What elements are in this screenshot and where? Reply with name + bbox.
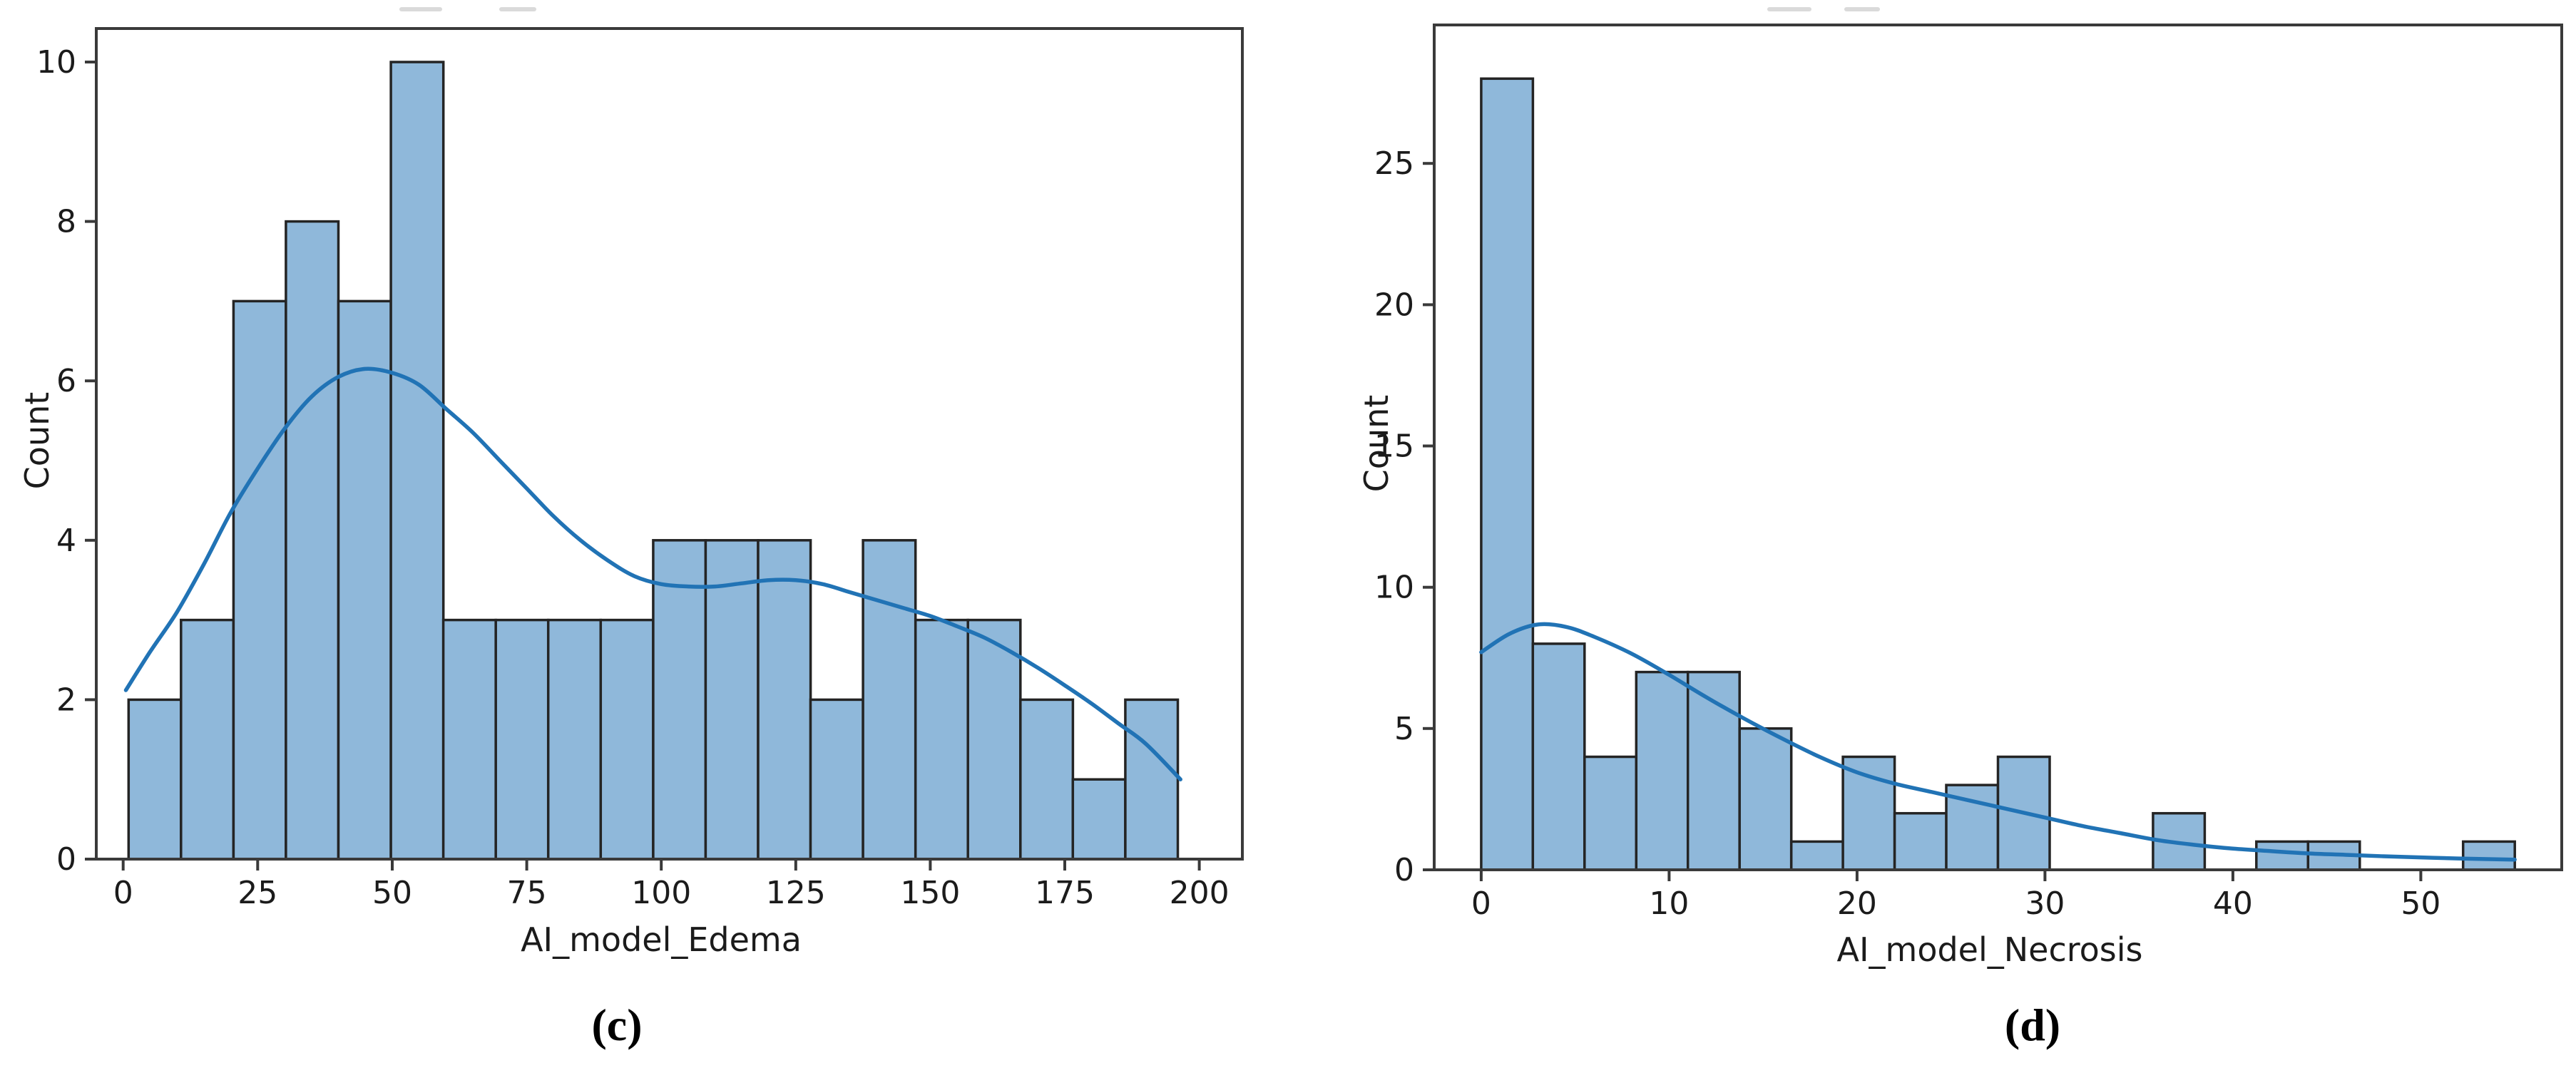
- histogram-bar: [285, 220, 340, 861]
- y-tick-label: 10: [36, 44, 76, 81]
- histogram-bar: [704, 539, 760, 861]
- x-tick-label: 50: [2401, 885, 2440, 922]
- histogram-bar: [914, 618, 970, 861]
- histogram-bar: [966, 618, 1022, 861]
- chart-panel: 0 10 20 30 40 50 0 5 10 15 20 25: [1374, 24, 2563, 922]
- histogram-bar: [599, 618, 655, 861]
- subfigure-caption-d: (d): [2004, 1000, 2061, 1050]
- histogram-bar: [389, 61, 445, 861]
- histogram-bar: [1789, 840, 1844, 871]
- y-tick-label: 10: [1374, 570, 1414, 606]
- histogram-bar: [546, 618, 603, 861]
- histogram-bar: [1841, 755, 1896, 871]
- x-axis-label-necrosis: AI_model_Necrosis: [1836, 930, 2143, 969]
- x-tick-label: 100: [631, 875, 691, 911]
- x-tick-label: 200: [1170, 875, 1230, 911]
- histogram-bar: [652, 539, 707, 861]
- histogram-bar: [1738, 727, 1793, 871]
- y-tick-label: 0: [1394, 852, 1414, 888]
- x-tick-label: 30: [2025, 885, 2065, 922]
- histogram-bar: [494, 618, 550, 861]
- y-tick-label: 2: [56, 682, 76, 718]
- subfigure-caption-c: (c): [591, 1000, 643, 1050]
- histogram-bar: [441, 618, 497, 861]
- y-tick-label: 8: [56, 204, 76, 240]
- histogram-bar: [1635, 670, 1690, 871]
- histogram-bar: [1531, 642, 1586, 871]
- kde-curve: [123, 366, 1182, 781]
- kde-curve: [1479, 622, 2517, 862]
- histogram-bar: [757, 539, 812, 861]
- histogram-bar: [1071, 778, 1127, 861]
- x-tick-label: 150: [900, 875, 960, 911]
- histogram-bar: [1480, 77, 1535, 871]
- crop-artifact-dash: [399, 7, 442, 11]
- y-tick-label: 6: [56, 363, 76, 399]
- x-tick-label: 20: [1837, 885, 1877, 922]
- crop-artifact-dash: [499, 7, 536, 11]
- x-axis-label-edema: AI_model_Edema: [521, 920, 802, 959]
- y-axis-label-edema: Count: [18, 391, 56, 490]
- x-tick-label: 125: [766, 875, 826, 911]
- histogram-bar: [1583, 755, 1638, 871]
- histogram-bar: [232, 299, 287, 861]
- y-tick-label: 5: [1394, 711, 1414, 747]
- crop-artifact-dash: [1844, 7, 1880, 11]
- y-tick-label: 15: [1374, 428, 1414, 465]
- chart-panel: 0 25 50 75 100 125 150 175 200 0 2 4 6 8 10: [36, 27, 1244, 911]
- histogram-bar: [127, 698, 183, 861]
- x-tick-label: 0: [113, 875, 133, 911]
- crop-artifact-dash: [1767, 7, 1811, 11]
- histogram-bar: [180, 618, 235, 861]
- x-tick-label: 0: [1471, 885, 1491, 922]
- axes-frame: [95, 27, 1244, 861]
- y-tick-label: 0: [56, 841, 76, 878]
- histogram-bar: [1124, 698, 1180, 861]
- x-tick-label: 10: [1649, 885, 1689, 922]
- x-tick-label: 75: [507, 875, 547, 911]
- y-tick-label: 4: [56, 523, 76, 559]
- x-tick-label: 40: [2213, 885, 2253, 922]
- axes-frame: [1433, 24, 2563, 871]
- histogram-bar: [337, 299, 392, 861]
- y-axis-label-necrosis: Count: [1357, 394, 1396, 493]
- histogram-bar: [862, 539, 917, 861]
- histogram-bar: [809, 698, 864, 861]
- y-tick-label: 25: [1374, 145, 1414, 182]
- histogram-bar: [2255, 840, 2310, 871]
- x-tick-label: 175: [1035, 875, 1095, 911]
- histogram-bar: [1019, 698, 1075, 861]
- y-tick-label: 20: [1374, 287, 1414, 323]
- x-tick-label: 25: [237, 875, 277, 911]
- x-tick-label: 50: [372, 875, 412, 911]
- histogram-bar: [1893, 811, 1948, 871]
- histogram-bar: [2461, 840, 2516, 871]
